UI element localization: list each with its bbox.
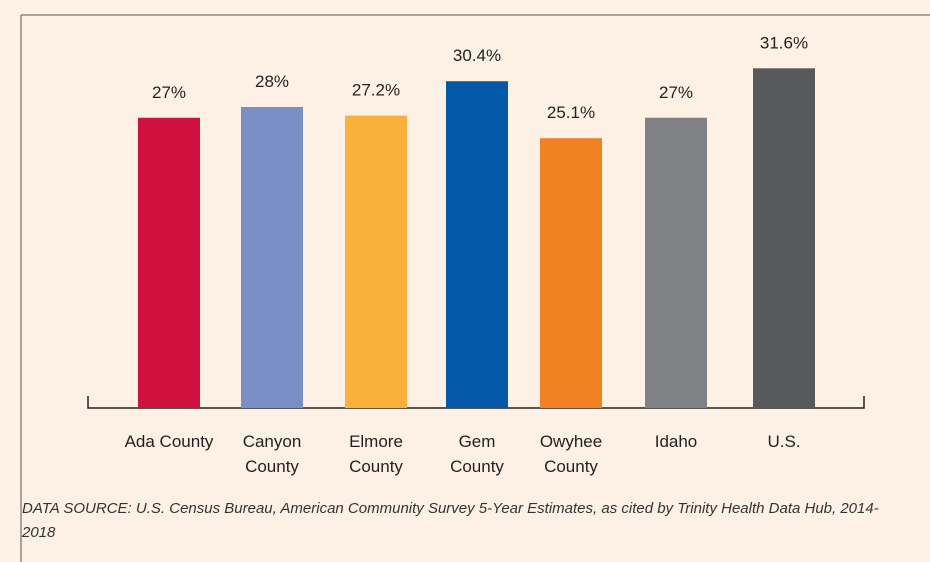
x-tick-label: Ada County (124, 432, 214, 451)
value-label: 25.1% (547, 103, 595, 122)
x-tick-label: Elmore County (349, 432, 403, 476)
value-label: 28% (255, 72, 289, 91)
x-tick-label: Canyon County (242, 432, 302, 476)
source-note: DATA SOURCE: U.S. Census Bureau, America… (22, 500, 879, 541)
bar (753, 68, 815, 409)
value-label: 27% (152, 83, 186, 102)
value-label: 27% (659, 83, 693, 102)
bar (138, 117, 200, 408)
x-tick-label: Idaho (654, 432, 698, 451)
bar (345, 115, 407, 408)
bar (446, 81, 508, 408)
value-label: 31.6% (760, 33, 808, 52)
value-label: 27.2% (352, 81, 400, 100)
x-tick-label: U.S. (767, 432, 801, 451)
bar (540, 138, 602, 409)
bar (645, 117, 707, 408)
x-tick-label: Gem County (450, 432, 504, 476)
bar (241, 107, 303, 408)
x-tick-label: Owyhee County (539, 432, 603, 476)
value-label: 30.4% (453, 46, 501, 65)
